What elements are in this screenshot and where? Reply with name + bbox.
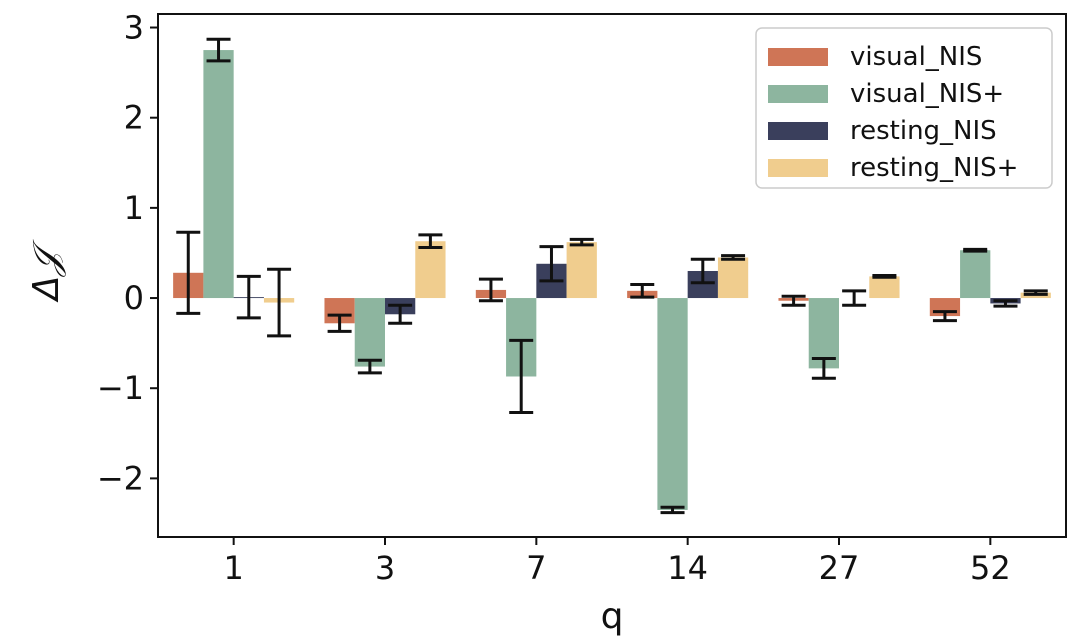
error-bar	[1023, 289, 1048, 296]
legend-swatch	[768, 85, 828, 103]
x-tick-label: 52	[970, 549, 1011, 587]
legend-label: visual_NIS+	[850, 79, 1004, 109]
y-tick-label: −1	[97, 369, 144, 407]
error-bar	[842, 289, 867, 307]
legend-swatch	[768, 48, 828, 66]
x-tick-label: 27	[819, 549, 860, 587]
error-bar	[418, 233, 443, 250]
legend-label: visual_NIS	[850, 42, 982, 72]
error-bar	[478, 277, 503, 303]
bar	[869, 276, 900, 299]
error-bar	[236, 274, 261, 320]
bar	[960, 250, 991, 299]
error-bar	[811, 356, 836, 380]
error-bar	[660, 505, 685, 515]
y-tick-label: −2	[97, 459, 144, 497]
x-tick-label: 7	[526, 549, 546, 587]
error-bar	[932, 310, 957, 323]
x-tick-label: 1	[223, 549, 243, 587]
y-tick-label: 2	[124, 99, 144, 137]
error-bar	[327, 313, 352, 333]
error-bar	[388, 303, 413, 325]
error-bar	[781, 294, 806, 307]
y-tick-label: 3	[124, 9, 144, 47]
x-axis: 1 3 7 14 27 52	[223, 537, 1011, 587]
error-bar	[539, 245, 564, 283]
bar	[657, 298, 688, 510]
error-bar	[509, 338, 534, 415]
error-bar	[963, 247, 988, 253]
bar	[566, 242, 597, 299]
y-axis: −2 −1 0 1 2 3	[97, 9, 158, 497]
bar	[203, 50, 234, 299]
bar	[415, 241, 446, 299]
legend-label: resting_NIS	[850, 116, 997, 146]
x-tick-label: 14	[667, 549, 708, 587]
error-bar	[357, 358, 382, 375]
x-axis-label: q	[601, 596, 624, 637]
error-bar	[176, 230, 201, 315]
y-tick-label: 1	[124, 189, 144, 227]
bar	[717, 257, 749, 299]
error-bar	[569, 237, 594, 247]
legend-swatch	[768, 159, 828, 177]
error-bar	[206, 37, 231, 63]
legend-swatch	[768, 122, 828, 140]
x-tick-label: 3	[375, 549, 395, 587]
plot-frame	[157, 13, 1067, 538]
error-bar	[630, 283, 655, 299]
y-axis-label: Δ𝒥	[26, 239, 67, 304]
error-bar	[267, 267, 292, 338]
y-tick-label: 0	[124, 279, 144, 317]
error-bars-layer	[176, 37, 1048, 515]
error-bar	[690, 257, 715, 285]
legend-label: resting_NIS+	[850, 153, 1018, 183]
bar	[808, 298, 839, 369]
bar	[354, 298, 385, 367]
legend: visual_NIS visual_NIS+ resting_NIS resting_…	[755, 27, 1053, 189]
legend-box	[755, 27, 1053, 189]
error-bar	[721, 254, 746, 261]
bars-layer	[173, 50, 1051, 510]
error-bar	[993, 299, 1018, 308]
error-bar	[872, 274, 897, 279]
